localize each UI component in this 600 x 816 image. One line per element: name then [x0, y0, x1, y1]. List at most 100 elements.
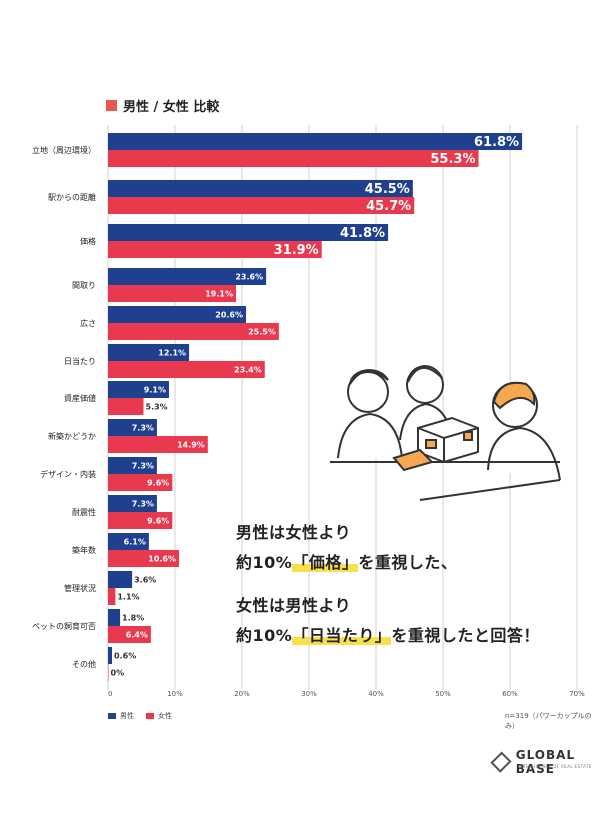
callout-line-4-post: を重視したと回答！ — [391, 626, 540, 645]
data-label-male: 1.8% — [122, 613, 144, 622]
bar-male — [108, 224, 389, 241]
category-label: 管理状況 — [64, 583, 96, 593]
callout-highlight-sunlight: 「日当たり」 — [292, 626, 392, 645]
data-label-female: 1.1% — [117, 592, 139, 601]
category-label: デザイン・内装 — [40, 469, 96, 479]
category-label: 資産価値 — [64, 393, 96, 403]
x-tick-label: 0 — [108, 690, 112, 698]
bar-male — [108, 647, 113, 664]
data-label-female: 6.4% — [126, 630, 148, 639]
bar-male — [108, 268, 267, 285]
bar-male — [108, 495, 157, 512]
callout-line-2-pre: 約10% — [236, 553, 293, 572]
sample-note: n=319（パワーカップルのみ） — [505, 712, 592, 730]
bar-female — [108, 197, 415, 214]
data-label-female: 0% — [111, 668, 125, 677]
bar-male — [108, 419, 157, 436]
legend-swatch-female — [146, 713, 154, 719]
category-label: ペットの飼育可否 — [32, 621, 96, 631]
data-label-male: 7.3% — [132, 461, 154, 470]
callout-line-3: 女性は男性より — [236, 596, 352, 615]
category-label: 耐震性 — [72, 507, 96, 517]
data-label-female: 9.6% — [147, 478, 169, 487]
data-label-male: 3.6% — [134, 575, 156, 584]
x-tick-label: 50% — [435, 690, 451, 698]
bar-male — [108, 180, 413, 197]
data-label-female: 25.5% — [248, 327, 276, 336]
illustration-people-with-house-model — [330, 364, 561, 501]
bar-female — [108, 550, 180, 567]
legend-label-male: 男性 — [120, 712, 134, 720]
data-label-male: 61.8% — [474, 135, 519, 150]
category-label: 日当たり — [64, 356, 96, 366]
category-label: 価格 — [80, 236, 96, 246]
callout-highlight-price: 「価格」 — [292, 553, 359, 572]
x-tick-label: 70% — [569, 690, 585, 698]
legend: 男性 女性 — [108, 711, 184, 721]
x-tick-label: 60% — [502, 690, 518, 698]
chart-title: 男性 / 女性 比較 — [106, 96, 219, 115]
callout-line-2: 約10%「価格」を重視した、 — [236, 549, 457, 573]
category-label: 立地（周辺環境） — [32, 145, 96, 155]
bar-male — [108, 306, 247, 323]
data-label-female: 23.4% — [234, 365, 262, 374]
category-label: 新築かどうか — [48, 431, 96, 441]
x-tick-label: 10% — [167, 690, 183, 698]
bar-male — [108, 344, 190, 361]
bar-female — [108, 150, 479, 167]
category-label: 築年数 — [72, 545, 96, 555]
logo-mark-icon — [490, 751, 512, 773]
category-label: その他 — [72, 659, 96, 669]
bar-male — [108, 609, 121, 626]
bar-female — [108, 241, 322, 258]
bar-female — [108, 436, 208, 453]
x-tick-label: 30% — [301, 690, 317, 698]
data-label-female: 45.7% — [366, 199, 411, 214]
logo: GLOBAL BASE — [490, 748, 600, 776]
data-label-male: 23.6% — [235, 272, 263, 281]
data-label-male: 7.3% — [132, 423, 154, 432]
bar-female — [108, 361, 265, 378]
logo-text: GLOBAL BASE — [515, 748, 576, 776]
data-label-female: 55.3% — [430, 152, 475, 167]
data-label-female: 10.6% — [148, 554, 176, 563]
category-label: 間取り — [72, 281, 96, 290]
bar-female — [108, 512, 173, 529]
bar-female — [108, 664, 109, 681]
x-tick-label: 20% — [234, 690, 250, 698]
data-label-male: 7.3% — [132, 499, 154, 508]
legend-item-male: 男性 — [108, 711, 134, 721]
data-label-female: 14.9% — [177, 440, 205, 449]
x-tick-label: 40% — [368, 690, 384, 698]
legend-label-female: 女性 — [158, 712, 172, 720]
bars — [108, 133, 523, 681]
data-label-female: 5.3% — [146, 402, 168, 411]
data-label-female: 31.9% — [274, 243, 319, 258]
bar-female — [108, 323, 279, 340]
data-label-male: 6.1% — [124, 537, 146, 546]
callout-line-4: 約10%「日当たり」を重視したと回答！ — [236, 622, 540, 646]
bar-male — [108, 133, 523, 150]
bar-female — [108, 626, 151, 643]
callout-line-2-post: を重視した、 — [358, 553, 458, 572]
callout-line-4-pre: 約10% — [236, 626, 293, 645]
bar-male — [108, 533, 149, 550]
bar-female — [108, 474, 173, 491]
data-label-male: 0.6% — [114, 651, 136, 660]
bar-female — [108, 588, 116, 605]
bar-male — [108, 571, 133, 588]
logo-subtitle: INTELLIGENCE OF REAL ESTATE — [518, 764, 592, 769]
data-label-male: 20.6% — [215, 310, 243, 319]
legend-swatch-male — [108, 713, 116, 719]
data-label-male: 9.1% — [144, 385, 166, 394]
chart-title-text: 男性 / 女性 比較 — [123, 100, 220, 115]
data-label-male: 12.1% — [158, 348, 186, 357]
category-label: 駅からの距離 — [48, 192, 96, 202]
callout-line-1: 男性は女性より — [236, 523, 352, 542]
data-label-male: 45.5% — [365, 182, 410, 197]
bar-female — [108, 285, 236, 302]
bar-male — [108, 457, 157, 474]
data-label-male: 41.8% — [340, 226, 385, 241]
bar-female — [108, 398, 144, 415]
